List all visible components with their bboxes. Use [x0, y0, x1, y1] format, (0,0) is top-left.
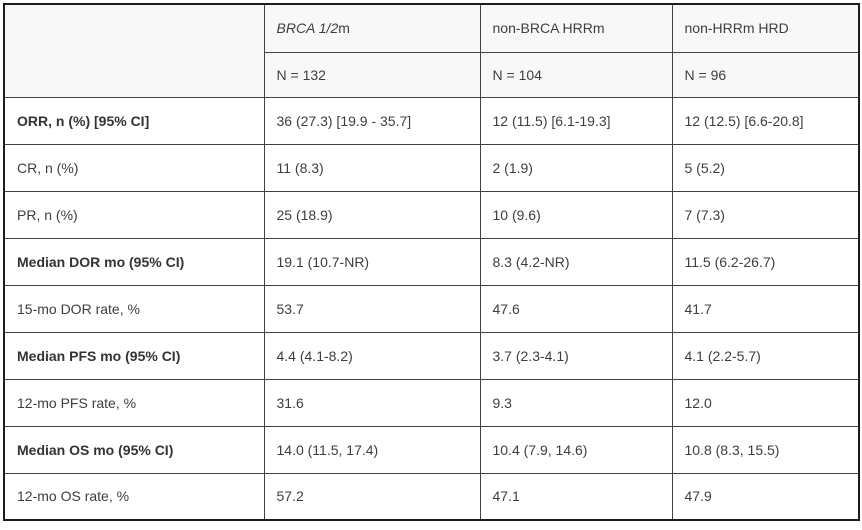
row-label: ORR, n (%) [95% CI] — [3, 96, 265, 145]
cell-value: 25 (18.9) — [263, 190, 481, 239]
cell-value: 47.9 — [671, 472, 860, 521]
cell-value: 47.1 — [479, 472, 673, 521]
cell-value: 36 (27.3) [19.9 - 35.7] — [263, 96, 481, 145]
cell-value: 10.8 (8.3, 15.5) — [671, 425, 860, 474]
row-label: PR, n (%) — [3, 190, 265, 239]
table-row: PR, n (%) 25 (18.9) 10 (9.6) 7 (7.3) — [3, 190, 860, 239]
table-row: CR, n (%) 11 (8.3) 2 (1.9) 5 (5.2) — [3, 143, 860, 192]
n-count-non-brca-hrrm: N = 104 — [479, 51, 673, 98]
cell-value: 12.0 — [671, 378, 860, 427]
cell-value: 3.7 (2.3-4.1) — [479, 331, 673, 380]
cell-value: 2 (1.9) — [479, 143, 673, 192]
cell-value: 12 (11.5) [6.1-19.3] — [479, 96, 673, 145]
cell-value: 10 (9.6) — [479, 190, 673, 239]
column-header-non-brca-hrrm: non-BRCA HRRm — [479, 3, 673, 53]
row-label: Median OS mo (95% CI) — [3, 425, 265, 474]
cell-value: 53.7 — [263, 284, 481, 333]
n-count-brca: N = 132 — [263, 51, 481, 98]
cell-value: 10.4 (7.9, 14.6) — [479, 425, 673, 474]
table-body: ORR, n (%) [95% CI] 36 (27.3) [19.9 - 35… — [3, 96, 860, 521]
cell-value: 5 (5.2) — [671, 143, 860, 192]
table-row: 12-mo PFS rate, % 31.6 9.3 12.0 — [3, 378, 860, 427]
header-n-row: N = 132 N = 104 N = 96 — [4, 51, 860, 98]
row-label: CR, n (%) — [3, 143, 265, 192]
cell-value: 57.2 — [263, 472, 481, 521]
results-table: BRCA 1/2m non-BRCA HRRm non-HRRm HRD N =… — [3, 3, 860, 521]
row-label: Median PFS mo (95% CI) — [3, 331, 265, 380]
corner-cell — [3, 3, 265, 98]
table-row: Median PFS mo (95% CI) 4.4 (4.1-8.2) 3.7… — [3, 331, 860, 380]
column-header-brca-suffix: m — [338, 20, 350, 37]
cell-value: 14.0 (11.5, 17.4) — [263, 425, 481, 474]
row-label: 12-mo PFS rate, % — [3, 378, 265, 427]
cell-value: 41.7 — [671, 284, 860, 333]
row-label: 12-mo OS rate, % — [3, 472, 265, 521]
cell-value: 12 (12.5) [6.6-20.8] — [671, 96, 860, 145]
cell-value: 7 (7.3) — [671, 190, 860, 239]
row-label: Median DOR mo (95% CI) — [3, 237, 265, 286]
cell-value: 9.3 — [479, 378, 673, 427]
cell-value: 4.1 (2.2-5.7) — [671, 331, 860, 380]
header-group-row: BRCA 1/2m non-BRCA HRRm non-HRRm HRD — [3, 3, 860, 98]
table-row: ORR, n (%) [95% CI] 36 (27.3) [19.9 - 35… — [3, 96, 860, 145]
cell-value: 31.6 — [263, 378, 481, 427]
table-row: 15-mo DOR rate, % 53.7 47.6 41.7 — [3, 284, 860, 333]
table-row: Median OS mo (95% CI) 14.0 (11.5, 17.4) … — [3, 425, 860, 474]
cell-value: 11.5 (6.2-26.7) — [671, 237, 860, 286]
cell-value: 19.1 (10.7-NR) — [263, 237, 481, 286]
table-header: BRCA 1/2m non-BRCA HRRm non-HRRm HRD N =… — [3, 3, 860, 98]
row-label: 15-mo DOR rate, % — [3, 284, 265, 333]
cell-value: 11 (8.3) — [263, 143, 481, 192]
cell-value: 47.6 — [479, 284, 673, 333]
column-header-brca: BRCA 1/2m — [263, 3, 481, 53]
table-row: 12-mo OS rate, % 57.2 47.1 47.9 — [3, 472, 860, 521]
cell-value: 8.3 (4.2-NR) — [479, 237, 673, 286]
column-header-non-hrrm-hrd: non-HRRm HRD — [671, 3, 860, 53]
table-row: Median DOR mo (95% CI) 19.1 (10.7-NR) 8.… — [3, 237, 860, 286]
n-count-non-hrrm-hrd: N = 96 — [671, 51, 860, 98]
cell-value: 4.4 (4.1-8.2) — [263, 331, 481, 380]
column-header-brca-italic: BRCA 1/2 — [276, 20, 339, 37]
